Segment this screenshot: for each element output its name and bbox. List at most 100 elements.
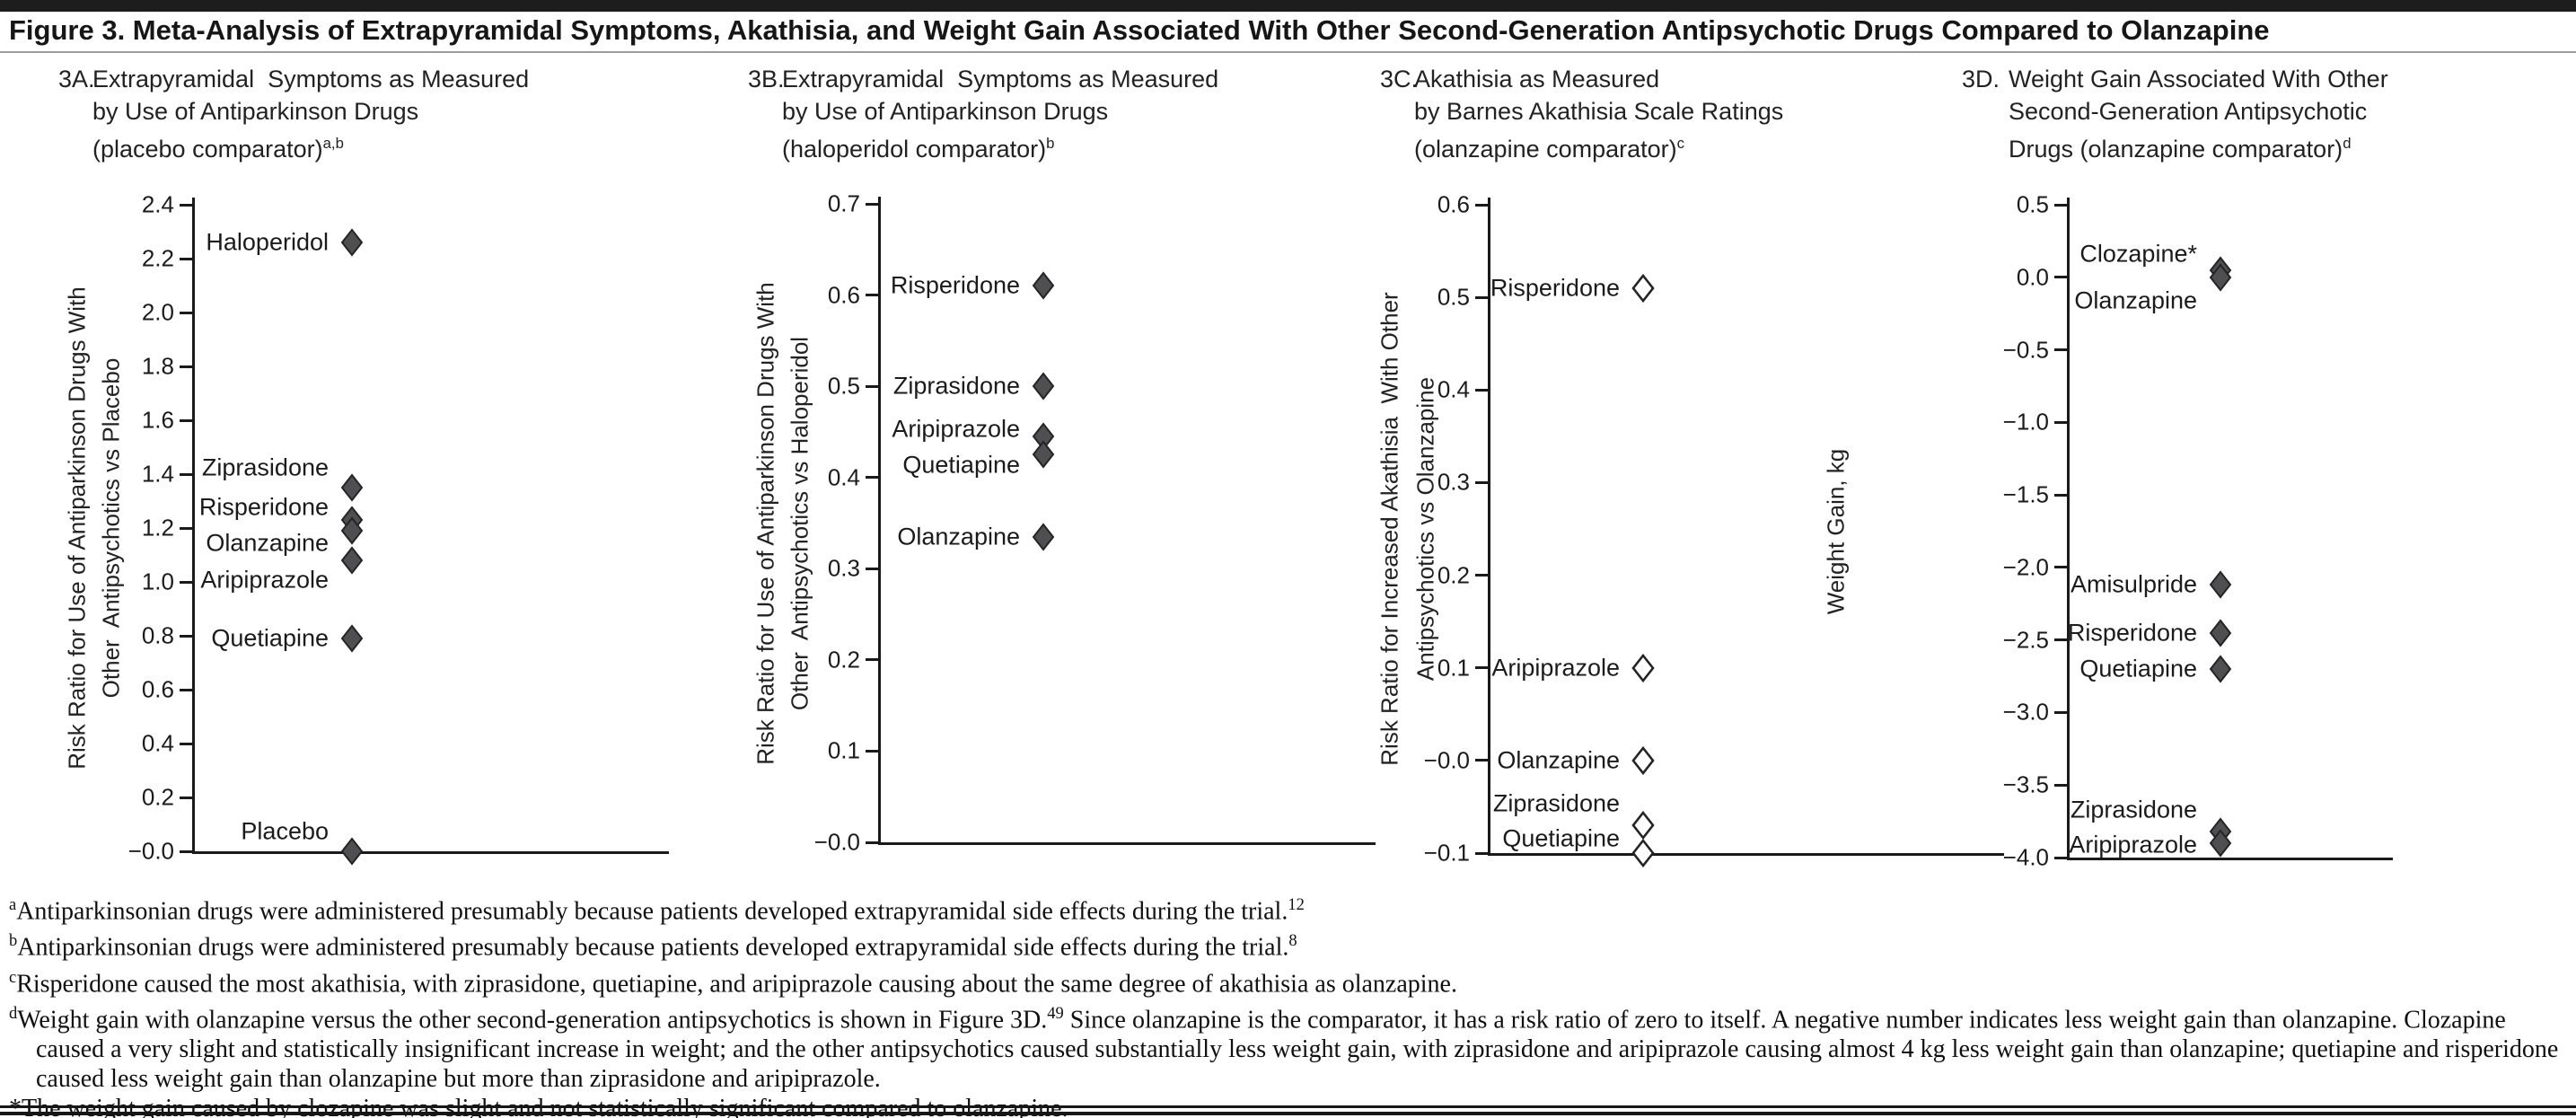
- y-tick: [2054, 856, 2067, 859]
- footnote-b: bAntiparkinsonian drugs were administere…: [9, 931, 1297, 962]
- diamond-icon: [1631, 810, 1655, 841]
- point-label: Aripiprazole: [892, 415, 1020, 443]
- y-tick-label: −0.0: [127, 837, 174, 865]
- point-label: Ziprasidone: [892, 372, 1020, 400]
- y-axis: [192, 198, 195, 854]
- point-label: Olanzapine: [206, 529, 329, 557]
- data-point-ziprasidone: [1631, 810, 1655, 844]
- y-tick: [2054, 493, 2067, 497]
- x-axis: [2067, 858, 2393, 860]
- y-tick-label: 0.2: [141, 783, 174, 811]
- y-axis-label: Antipsychotics vs Olanzapine: [1411, 376, 1439, 682]
- y-tick-label: 0.6: [1437, 190, 1470, 218]
- y-tick: [2054, 203, 2067, 207]
- footnotes: aAntiparkinsonian drugs were administere…: [9, 890, 2569, 1118]
- data-point-placebo: [340, 837, 364, 870]
- y-tick: [180, 311, 192, 314]
- y-tick: [866, 749, 878, 753]
- x-axis: [878, 842, 1376, 845]
- x-axis: [192, 851, 669, 854]
- data-point-aripiprazole: [340, 546, 364, 579]
- point-label: Quetiapine: [1502, 824, 1620, 852]
- y-tick: [180, 365, 192, 368]
- y-tick: [1475, 480, 1488, 484]
- bottom-rule-thin: [0, 1105, 2576, 1108]
- y-tick-label: −1.5: [2002, 480, 2049, 508]
- y-tick-label: 0.6: [141, 675, 174, 703]
- point-label: Risperidone: [2067, 619, 2197, 647]
- y-tick-label: 2.0: [141, 298, 174, 326]
- y-tick: [866, 658, 878, 662]
- point-label: Olanzapine: [2074, 286, 2197, 314]
- data-point-quetiapine: [1631, 838, 1655, 872]
- y-tick: [180, 472, 192, 476]
- y-tick: [1475, 759, 1488, 762]
- title-rule: [0, 51, 2576, 53]
- y-tick: [2054, 276, 2067, 279]
- footnote-a: aAntiparkinsonian drugs were administere…: [9, 895, 1305, 926]
- y-tick-label: −0.5: [2002, 336, 2049, 364]
- y-tick-label: 1.2: [141, 514, 174, 541]
- panel-title: Extrapyramidal Symptoms as Measured by Us…: [92, 66, 530, 163]
- panel-title: Akathisia as Measured by Barnes Akathisia…: [1414, 66, 1784, 163]
- y-tick-label: 1.6: [141, 406, 174, 434]
- y-tick-label: 0.5: [827, 372, 860, 400]
- panel-number: 3C.: [1380, 66, 1419, 92]
- data-point-amisulpride: [2209, 570, 2232, 603]
- data-point-olanzapine: [340, 516, 364, 550]
- y-axis: [878, 197, 881, 845]
- bottom-rule-thick: [0, 1112, 2576, 1115]
- y-tick-label: 0.3: [1437, 468, 1470, 496]
- data-point-haloperidol: [340, 228, 364, 261]
- diamond-icon: [2209, 829, 2232, 858]
- y-tick: [180, 526, 192, 530]
- y-tick-label: −1.0: [2002, 408, 2049, 436]
- y-tick-label: 0.0: [2016, 263, 2049, 291]
- y-tick: [1475, 666, 1488, 670]
- data-point-ziprasidone: [340, 473, 364, 506]
- data-point-quetiapine: [2209, 655, 2232, 688]
- y-tick-label: 1.0: [141, 568, 174, 595]
- y-tick: [866, 841, 878, 844]
- y-tick: [180, 796, 192, 799]
- y-tick: [2054, 566, 2067, 569]
- y-tick-label: 0.5: [1437, 283, 1470, 311]
- data-point-quetiapine: [1032, 440, 1055, 473]
- y-tick-label: 0.7: [827, 189, 860, 217]
- y-tick: [180, 742, 192, 745]
- data-point-olanzapine: [1631, 745, 1655, 779]
- y-tick-label: 2.4: [141, 190, 174, 218]
- y-tick: [180, 634, 192, 638]
- y-tick-label: 2.2: [141, 244, 174, 272]
- diamond-icon: [340, 228, 364, 257]
- point-label: Placebo: [241, 817, 329, 845]
- x-axis: [1488, 853, 2004, 856]
- y-tick: [2054, 783, 2067, 787]
- footnote-c: cRisperidone caused the most akathisia, …: [9, 967, 1457, 998]
- y-tick: [2054, 348, 2067, 352]
- y-tick: [180, 688, 192, 691]
- point-label: Aripiprazole: [1491, 654, 1620, 682]
- point-label: Risperidone: [1490, 274, 1620, 302]
- y-tick-label: 0.5: [2016, 190, 2049, 218]
- data-point-quetiapine: [340, 624, 364, 657]
- y-tick-label: −0.1: [1423, 839, 1470, 867]
- data-point-olanzapine: [2209, 263, 2232, 296]
- diamond-icon: [1631, 838, 1655, 868]
- data-point-risperidone: [1631, 273, 1655, 307]
- point-label: Risperidone: [890, 271, 1020, 299]
- figure-title: Figure 3. Meta-Analysis of Extrapyramida…: [9, 14, 2270, 46]
- y-tick: [866, 567, 878, 570]
- y-tick-label: −3.0: [2002, 698, 2049, 726]
- data-point-risperidone: [1032, 271, 1055, 304]
- y-tick-label: 0.3: [827, 554, 860, 582]
- diamond-icon: [1032, 523, 1055, 551]
- diamond-icon: [1032, 440, 1055, 469]
- y-tick: [180, 203, 192, 207]
- y-axis: [2067, 198, 2070, 860]
- y-tick-label: −2.0: [2002, 553, 2049, 581]
- point-label: Clozapine*: [2079, 240, 2197, 268]
- diamond-icon: [1631, 653, 1655, 682]
- y-axis: [1488, 198, 1490, 856]
